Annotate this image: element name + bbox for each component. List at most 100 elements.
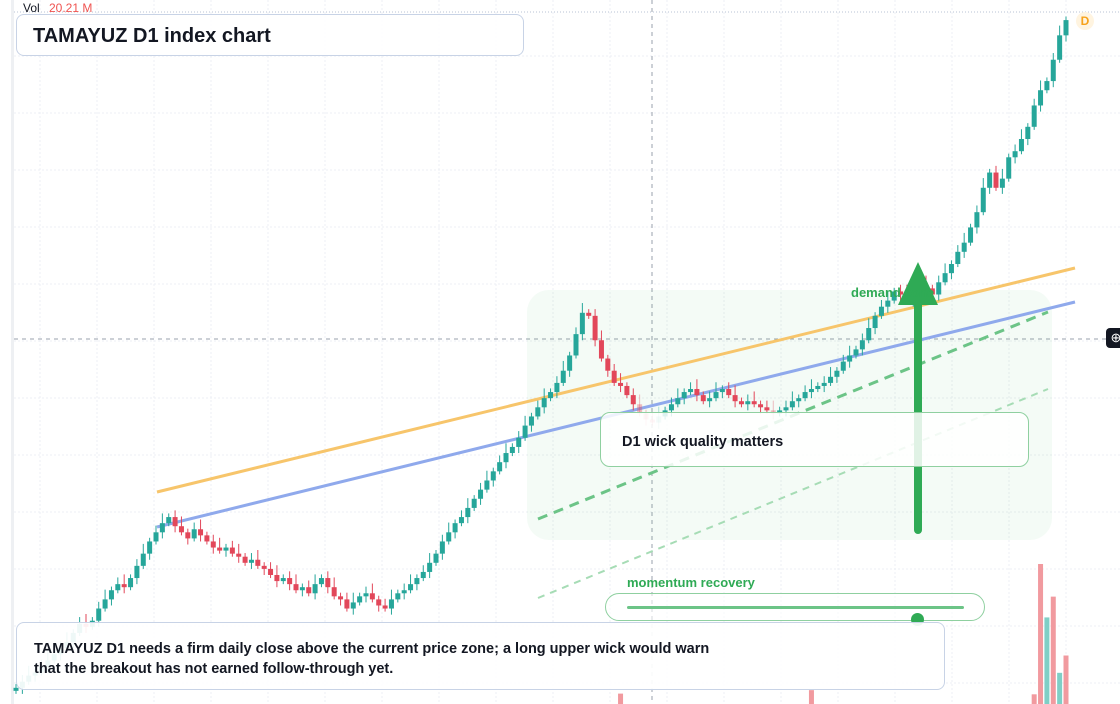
candle-body — [751, 401, 757, 405]
candle-body — [280, 578, 286, 582]
candle-body — [198, 529, 204, 536]
candle-body — [458, 517, 464, 524]
candle-body — [509, 446, 515, 454]
candle-body — [261, 565, 267, 569]
candle-body — [408, 584, 414, 591]
candle-body — [974, 212, 980, 228]
candle-body — [948, 264, 954, 274]
candle-body — [185, 532, 191, 539]
candle-body — [630, 395, 636, 405]
candle-body — [452, 523, 458, 533]
candle-body — [802, 392, 808, 399]
candle-body — [999, 178, 1005, 188]
candle-body — [153, 532, 159, 542]
volume-bar — [1031, 694, 1037, 704]
candle-body — [1057, 35, 1063, 60]
candle-body — [789, 401, 795, 408]
candle-body — [618, 382, 624, 386]
candle-body — [1031, 105, 1037, 127]
candle-body — [878, 306, 884, 316]
candle-body — [885, 300, 891, 307]
candle-body — [681, 392, 687, 399]
candle-body — [376, 599, 382, 606]
candle-body — [764, 407, 770, 411]
candle-body — [936, 282, 942, 295]
chart-title: TAMAYUZ D1 index chart — [33, 25, 271, 47]
slider-track — [627, 606, 964, 626]
candle-body — [325, 578, 331, 588]
candle-body — [242, 556, 248, 563]
candle-body — [178, 526, 184, 533]
candle-body — [719, 389, 725, 393]
candle-body — [420, 571, 426, 579]
candle-body — [388, 599, 394, 609]
candle-body — [898, 291, 904, 295]
candle-body — [108, 590, 114, 600]
candle-body — [573, 334, 579, 356]
candle-body — [128, 578, 134, 588]
candle-body — [815, 385, 821, 390]
demand-zone-label: demand zone — [851, 285, 935, 300]
candle-body — [414, 578, 420, 585]
candle-body — [503, 453, 509, 463]
volume-value: 20.21 M — [49, 1, 93, 15]
candle-body — [834, 370, 840, 377]
candle-body — [318, 578, 324, 585]
candle-body — [1063, 20, 1069, 36]
candle-body — [1050, 59, 1056, 82]
interval-badge[interactable]: D — [1076, 12, 1094, 30]
candle-body — [204, 535, 210, 542]
candle-body — [872, 315, 878, 329]
candle-body — [478, 489, 484, 499]
candle-body — [229, 547, 235, 554]
crosshair-icon[interactable]: ⊕ — [1106, 328, 1120, 348]
candle-body — [579, 312, 585, 335]
candle-body — [236, 553, 242, 557]
candle-body — [796, 398, 802, 402]
candle-body — [847, 355, 853, 362]
candle-body — [484, 480, 490, 490]
candle-body — [369, 593, 375, 600]
candle-body — [490, 471, 496, 481]
candle-body — [497, 462, 503, 472]
candle-body — [554, 382, 560, 393]
candle-body — [1044, 81, 1050, 91]
candle-body — [745, 401, 751, 405]
candle-body — [465, 507, 471, 518]
candle-body — [961, 242, 967, 252]
candle-body — [770, 410, 776, 414]
candle-body — [1012, 151, 1018, 158]
candle-body — [624, 385, 630, 396]
candle-body — [248, 559, 254, 563]
candle-body — [828, 376, 834, 383]
candle-body — [516, 437, 522, 447]
candle-body — [344, 599, 350, 609]
candle-body — [299, 587, 305, 591]
candle-body — [738, 401, 744, 405]
candle-body — [548, 392, 554, 399]
candle-body — [287, 578, 293, 585]
candle-body — [859, 340, 865, 350]
wick-callout-text: D1 wick quality matters — [622, 434, 784, 450]
candle-body — [586, 312, 592, 316]
candle-body — [980, 187, 986, 213]
candle-body — [605, 358, 611, 371]
candle-body — [929, 288, 935, 295]
candle-body — [140, 553, 146, 566]
candle-body — [255, 559, 261, 566]
candle-body — [726, 389, 732, 396]
candle-body — [1038, 90, 1044, 106]
candle-body — [1025, 126, 1031, 140]
momentum-slider[interactable] — [605, 593, 985, 626]
candle-body — [96, 608, 102, 621]
candle-body — [541, 398, 547, 408]
volume-bar — [618, 693, 624, 704]
candle-body — [942, 273, 948, 283]
candle-body — [567, 355, 573, 371]
candle-body — [121, 584, 127, 588]
candle-body — [274, 574, 280, 582]
candle-body — [732, 395, 738, 402]
candle-body — [668, 404, 674, 411]
candle-body — [758, 404, 764, 408]
candle-body — [598, 340, 604, 359]
